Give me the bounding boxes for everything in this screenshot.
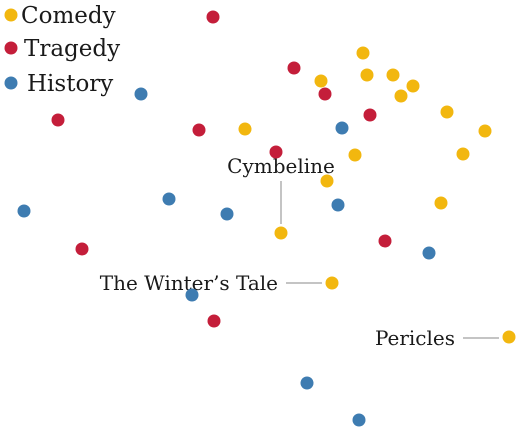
legend-label-tragedy: Tragedy xyxy=(24,36,120,62)
data-point-tragedy xyxy=(287,61,301,75)
data-point-history xyxy=(300,376,314,390)
data-point-comedy xyxy=(406,79,420,93)
data-point-comedy xyxy=(394,89,408,103)
data-point-comedy xyxy=(456,147,470,161)
legend-marker-comedy xyxy=(4,8,18,22)
annotations: Cymbeline The Winter’s Tale Pericles xyxy=(100,154,455,350)
data-point-tragedy xyxy=(192,123,206,137)
data-point-history xyxy=(17,204,31,218)
data-point-comedy xyxy=(325,276,339,290)
legend-label-comedy: Comedy xyxy=(21,3,116,29)
data-point-comedy xyxy=(434,196,448,210)
data-points xyxy=(17,10,516,427)
data-point-tragedy xyxy=(378,234,392,248)
data-point-comedy xyxy=(348,148,362,162)
data-point-tragedy xyxy=(318,87,332,101)
data-point-comedy xyxy=(274,226,288,240)
data-point-comedy xyxy=(320,174,334,188)
data-point-comedy xyxy=(478,124,492,138)
data-point-comedy xyxy=(502,330,516,344)
legend-item-tragedy: Tragedy xyxy=(4,36,120,62)
legend-item-history: History xyxy=(4,71,113,97)
data-point-comedy xyxy=(238,122,252,136)
data-point-history xyxy=(422,246,436,260)
data-point-tragedy xyxy=(269,145,283,159)
data-point-tragedy xyxy=(207,314,221,328)
legend: Comedy Tragedy History xyxy=(4,3,120,97)
legend-marker-tragedy xyxy=(4,41,18,55)
data-point-comedy xyxy=(356,46,370,60)
data-point-comedy xyxy=(386,68,400,82)
annotation-cymbeline: Cymbeline xyxy=(227,154,335,178)
data-point-tragedy xyxy=(206,10,220,24)
data-point-history xyxy=(134,87,148,101)
data-point-history xyxy=(335,121,349,135)
data-point-comedy xyxy=(440,105,454,119)
data-point-history xyxy=(185,288,199,302)
data-point-history xyxy=(220,207,234,221)
data-point-tragedy xyxy=(75,242,89,256)
data-point-history xyxy=(331,198,345,212)
data-point-comedy xyxy=(314,74,328,88)
annotation-pericles: Pericles xyxy=(375,326,455,350)
annotation-leaders xyxy=(280,181,499,339)
data-point-history xyxy=(162,192,176,206)
legend-item-comedy: Comedy xyxy=(4,3,116,29)
legend-marker-history xyxy=(4,76,18,90)
data-point-tragedy xyxy=(363,108,377,122)
legend-label-history: History xyxy=(27,71,113,97)
data-point-history xyxy=(352,413,366,427)
data-point-comedy xyxy=(360,68,374,82)
data-point-tragedy xyxy=(51,113,65,127)
